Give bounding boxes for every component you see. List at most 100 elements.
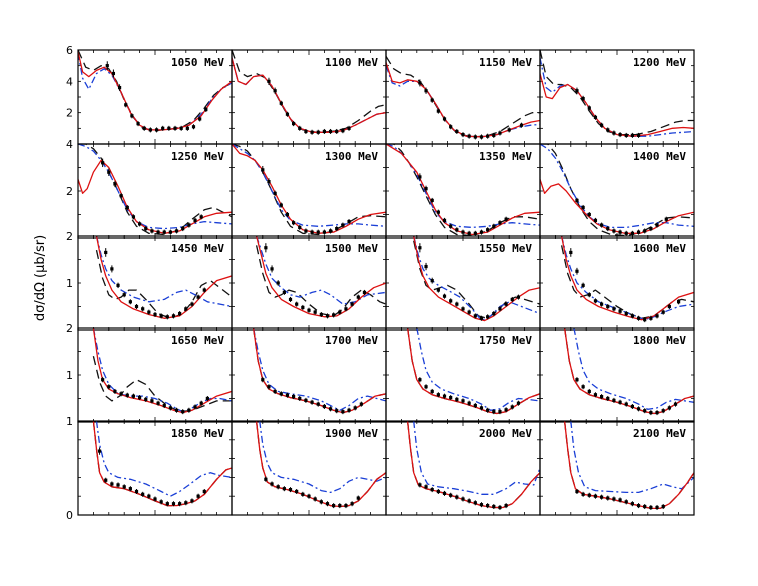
data-point <box>328 228 333 234</box>
data-point <box>147 309 151 315</box>
data-point <box>116 482 120 488</box>
data-point <box>442 393 447 399</box>
data-point <box>418 79 422 87</box>
data-point <box>449 492 453 498</box>
data-point <box>461 229 465 235</box>
data-point <box>600 394 604 400</box>
data-point <box>204 107 208 113</box>
data-point <box>492 504 496 510</box>
black-curve <box>95 249 232 319</box>
data-point <box>492 311 496 317</box>
data-point <box>156 229 160 235</box>
data-point <box>507 127 511 133</box>
data-point <box>618 497 622 503</box>
data-point <box>624 499 628 505</box>
panel-curves <box>560 236 694 323</box>
blue-curve <box>232 144 386 227</box>
data-point <box>285 212 290 217</box>
data-point <box>600 301 604 307</box>
data-point <box>162 229 166 235</box>
panel-curves <box>413 236 540 322</box>
energy-label: 1600 MeV <box>633 242 686 255</box>
data-point <box>156 400 160 406</box>
blue-curve <box>259 421 386 494</box>
data-point <box>138 221 142 227</box>
y-tick-label: 4 <box>66 75 73 88</box>
data-point <box>304 128 308 134</box>
data-point <box>612 228 616 234</box>
blue-curve <box>570 421 694 494</box>
energy-label: 1100 MeV <box>325 56 378 69</box>
energy-label: 1050 MeV <box>171 56 224 69</box>
data-point <box>569 248 573 257</box>
data-point <box>202 489 206 494</box>
data-point <box>179 125 183 131</box>
data-point <box>449 124 453 130</box>
data-point <box>285 111 290 117</box>
panel: 1150 MeV <box>385 49 541 145</box>
data-point <box>449 223 453 229</box>
data-point <box>486 314 490 320</box>
data-point <box>153 311 157 317</box>
data-point <box>455 128 459 134</box>
data-point <box>436 209 440 215</box>
data-point <box>141 491 145 497</box>
data-point <box>473 313 477 319</box>
data-point <box>575 87 579 94</box>
energy-label: 1650 MeV <box>171 334 224 347</box>
data-point <box>150 398 154 404</box>
data-point <box>643 317 647 323</box>
data-point <box>319 499 323 505</box>
data-point <box>134 304 139 309</box>
data-point <box>600 222 604 228</box>
panel: 1500 MeV <box>231 235 387 331</box>
black-curve <box>540 144 694 237</box>
data-point <box>479 134 484 140</box>
data-point <box>606 495 610 501</box>
data-point <box>649 504 653 510</box>
data-point <box>261 165 265 174</box>
data-point <box>344 503 348 509</box>
data-point <box>461 496 465 502</box>
data-point <box>362 289 367 295</box>
panel: 1350 MeV <box>385 143 541 239</box>
data-point <box>131 214 136 220</box>
data-point <box>581 282 585 289</box>
data-point <box>328 406 333 412</box>
energy-label: 2100 MeV <box>633 427 686 440</box>
data-point <box>442 490 447 496</box>
data-point <box>341 409 345 415</box>
y-tick-label: 1 <box>66 369 73 382</box>
y-tick-label: 2 <box>66 230 73 243</box>
blue-curve <box>386 65 540 138</box>
data-point <box>267 77 271 85</box>
data-point <box>612 130 616 136</box>
data-point <box>498 130 502 136</box>
data-point <box>498 220 502 226</box>
panel-curves <box>386 144 540 237</box>
data-point <box>338 309 342 315</box>
data-point <box>295 489 299 494</box>
data-point <box>313 309 317 315</box>
data-point <box>424 262 428 271</box>
energy-label: 1750 MeV <box>479 334 532 347</box>
black-curve <box>386 144 540 237</box>
data-point <box>111 69 116 78</box>
data-point <box>101 158 105 168</box>
red-curve <box>255 421 386 508</box>
data-point <box>273 87 277 94</box>
data-point <box>575 377 579 383</box>
data-point <box>322 403 326 409</box>
panel: 1600 MeV <box>539 235 695 331</box>
data-point <box>154 127 159 133</box>
data-point <box>449 395 453 401</box>
red-curve <box>78 159 232 234</box>
data-point <box>292 394 296 400</box>
data-point <box>310 229 314 235</box>
data-point <box>131 393 136 399</box>
data-point <box>581 384 585 390</box>
data-point <box>273 190 277 197</box>
data-point <box>168 405 172 411</box>
data-point <box>575 489 579 494</box>
data-point <box>581 491 585 497</box>
